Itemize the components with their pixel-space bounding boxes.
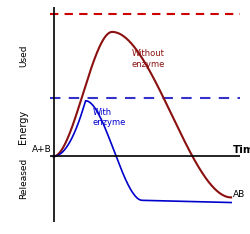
Text: With
enzyme: With enzyme [92, 108, 126, 128]
Text: Used: Used [19, 45, 28, 67]
Text: A+B: A+B [32, 145, 52, 154]
Text: Without
enzyme: Without enzyme [132, 49, 165, 69]
Text: Released: Released [19, 158, 28, 199]
Text: Energy: Energy [18, 110, 28, 144]
Text: Time: Time [233, 145, 250, 155]
Text: AB: AB [233, 190, 245, 199]
